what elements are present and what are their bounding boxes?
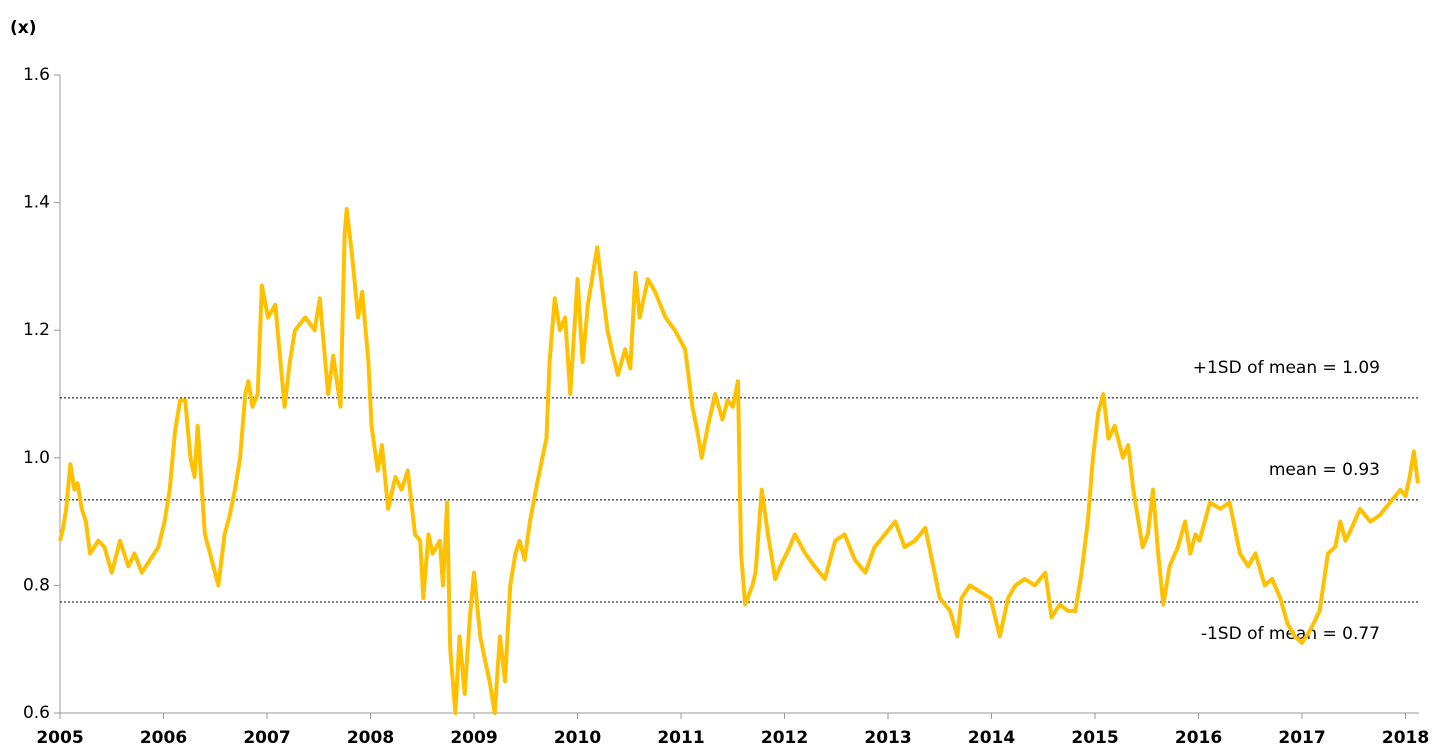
x-tick-label: 2007 bbox=[243, 728, 290, 748]
data-line bbox=[58, 206, 1420, 715]
x-tick-label: 2010 bbox=[554, 728, 601, 748]
y-tick-label: 0.8 bbox=[23, 575, 50, 595]
y-tick-label: 0.6 bbox=[23, 703, 50, 723]
y-axis-label: (x) bbox=[10, 18, 37, 38]
x-tick-label: 2012 bbox=[761, 728, 808, 748]
y-tick-label: 1.4 bbox=[23, 193, 50, 213]
x-tick-label: 2013 bbox=[864, 728, 911, 748]
reference-label: +1SD of mean = 1.09 bbox=[1193, 358, 1380, 378]
x-tick-label: 2006 bbox=[140, 728, 187, 748]
x-tick-label: 2011 bbox=[657, 728, 704, 748]
x-tick-label: 2018 bbox=[1382, 728, 1429, 748]
y-tick-label: 1.6 bbox=[23, 65, 50, 85]
y-tick-label: 1.2 bbox=[23, 320, 50, 340]
y-tick-label: 1.0 bbox=[23, 448, 50, 468]
x-tick-label: 2009 bbox=[450, 728, 497, 748]
x-tick-label: 2008 bbox=[347, 728, 394, 748]
x-tick-label: 2016 bbox=[1175, 728, 1222, 748]
reference-label: mean = 0.93 bbox=[1269, 460, 1380, 480]
x-tick-label: 2005 bbox=[36, 728, 83, 748]
x-tick-label: 2015 bbox=[1071, 728, 1118, 748]
x-tick-label: 2017 bbox=[1278, 728, 1325, 748]
x-tick-label: 2014 bbox=[968, 728, 1015, 748]
reference-label: -1SD of mean = 0.77 bbox=[1201, 624, 1380, 644]
